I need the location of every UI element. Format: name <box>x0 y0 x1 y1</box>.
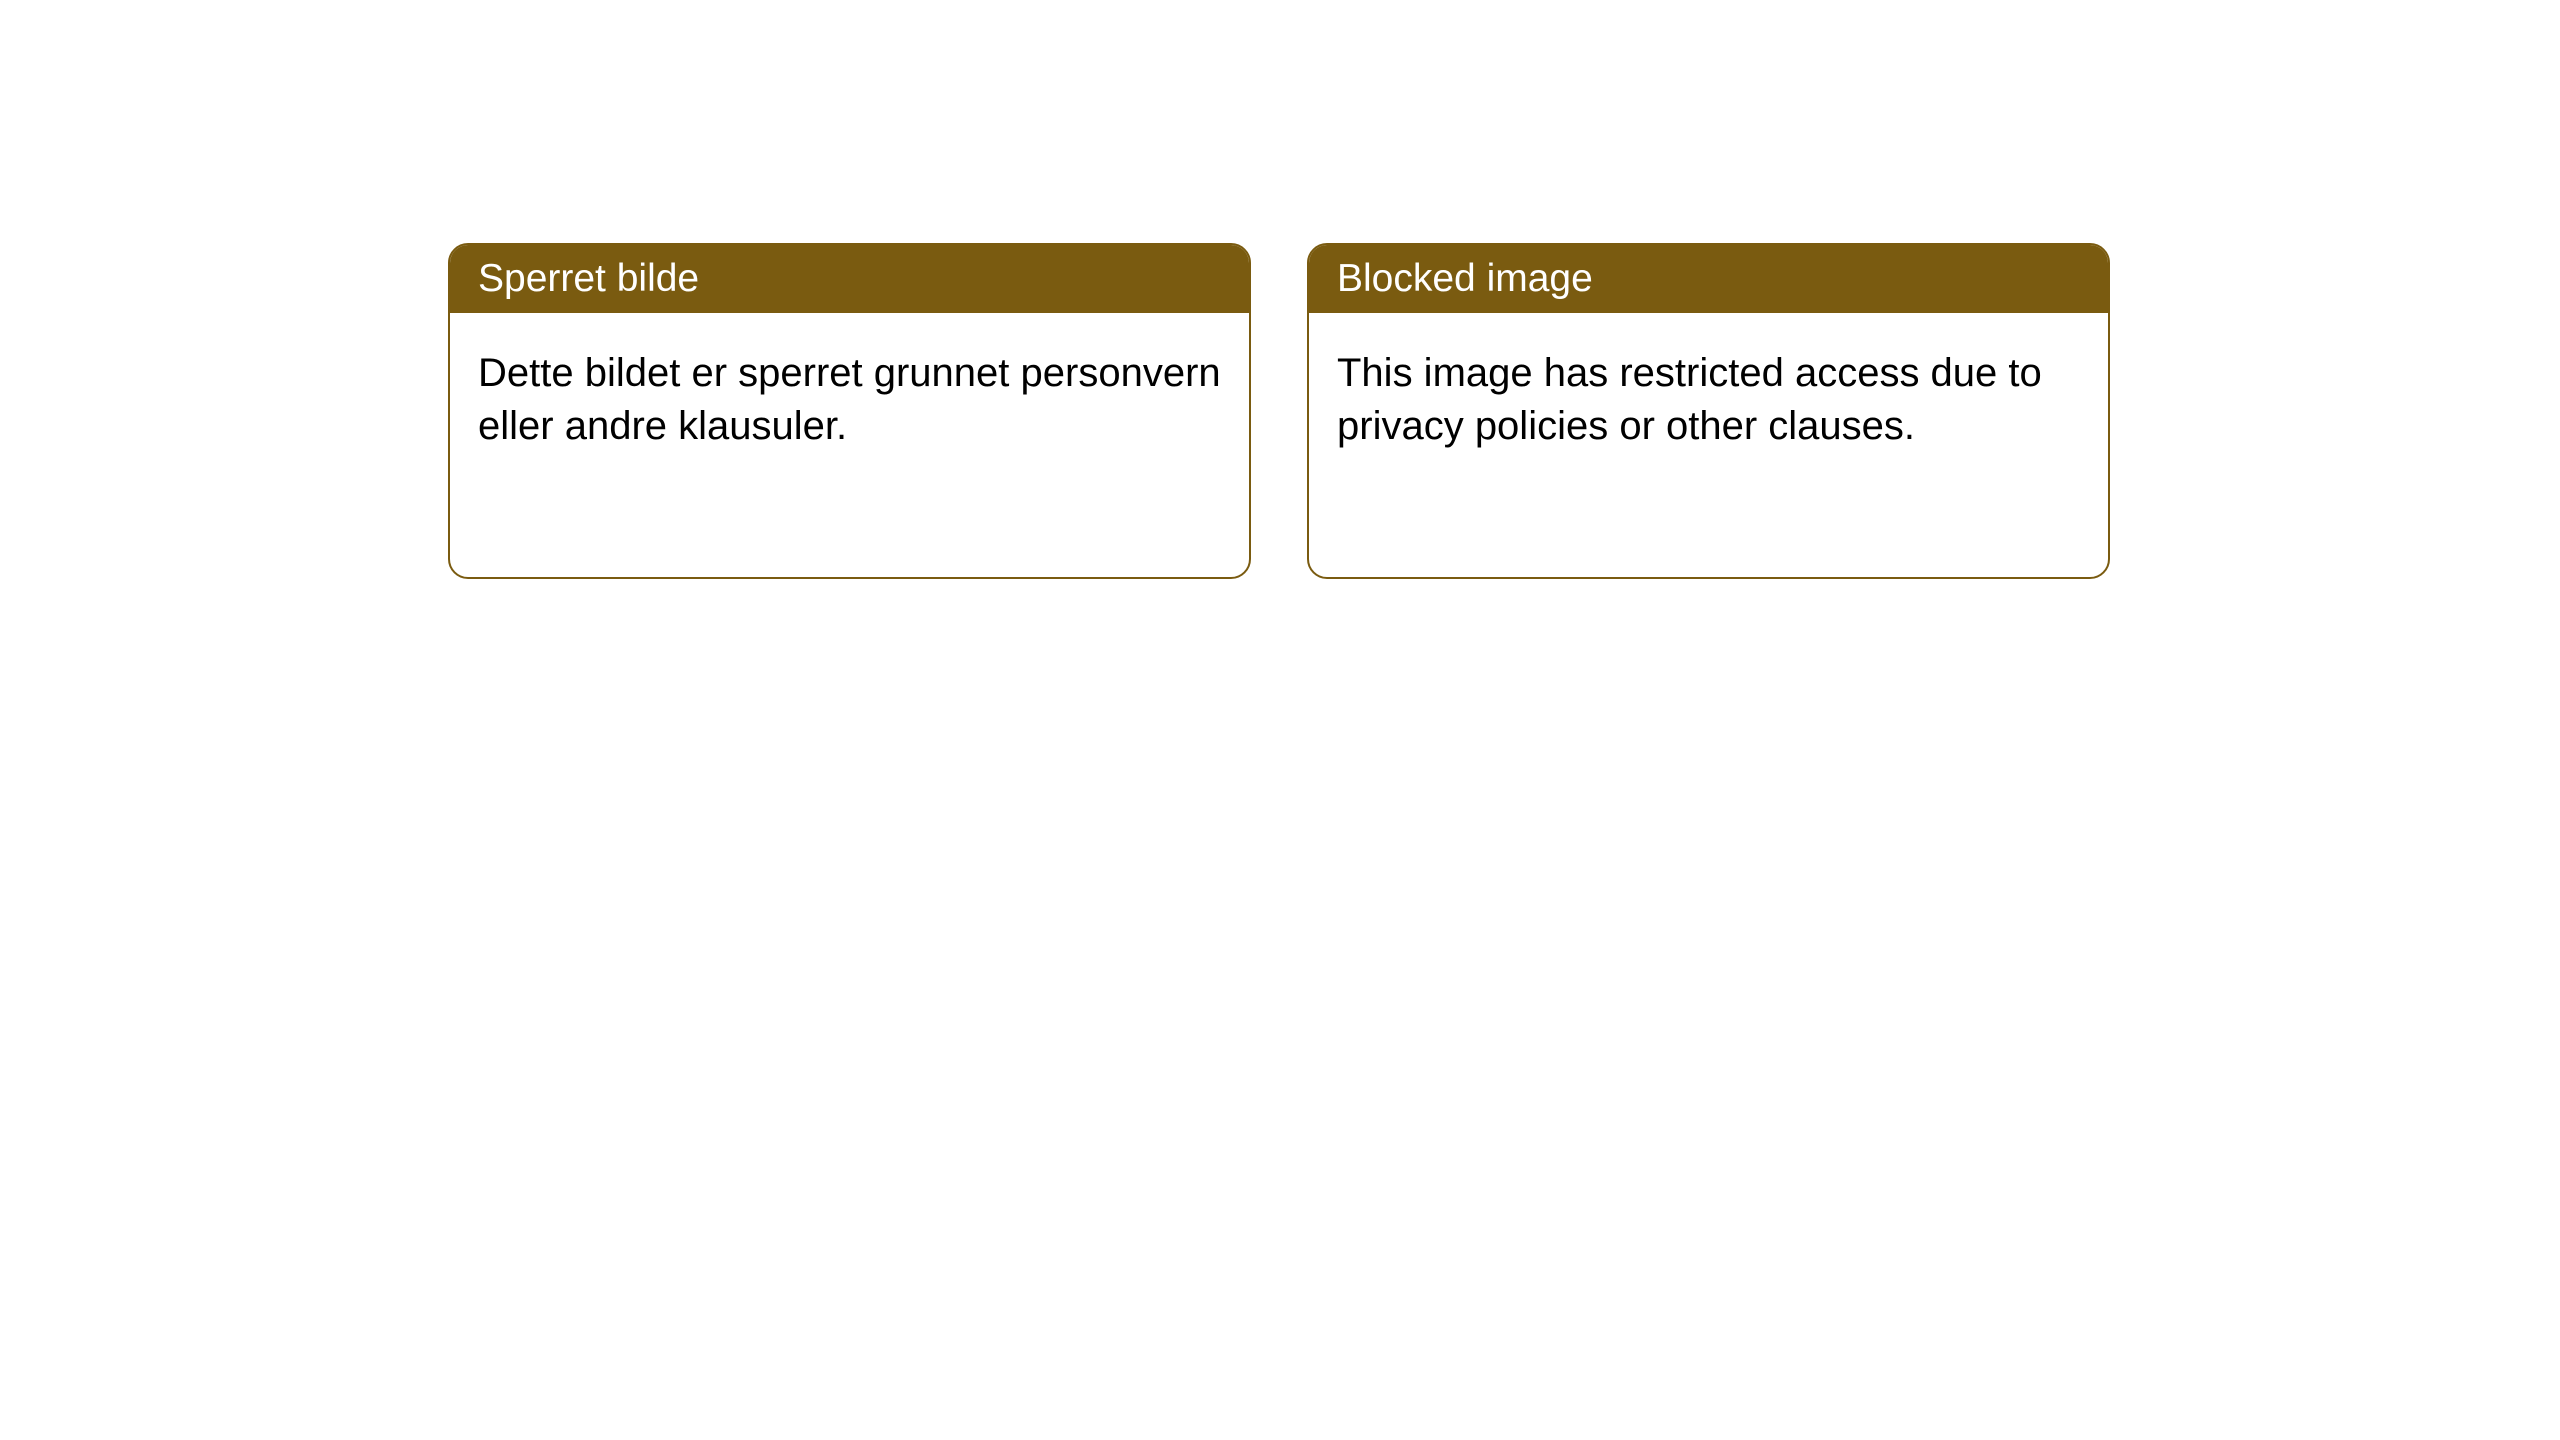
card-body-english: This image has restricted access due to … <box>1309 313 2108 487</box>
card-header-norwegian: Sperret bilde <box>450 245 1249 313</box>
card-title: Blocked image <box>1337 257 1593 300</box>
card-body-norwegian: Dette bildet er sperret grunnet personve… <box>450 313 1249 487</box>
notice-card-english: Blocked image This image has restricted … <box>1307 243 2110 579</box>
notice-cards-container: Sperret bilde Dette bildet er sperret gr… <box>0 0 2560 579</box>
card-title: Sperret bilde <box>478 257 699 300</box>
notice-card-norwegian: Sperret bilde Dette bildet er sperret gr… <box>448 243 1251 579</box>
card-body-text: This image has restricted access due to … <box>1337 351 2042 448</box>
card-body-text: Dette bildet er sperret grunnet personve… <box>478 351 1221 448</box>
card-header-english: Blocked image <box>1309 245 2108 313</box>
